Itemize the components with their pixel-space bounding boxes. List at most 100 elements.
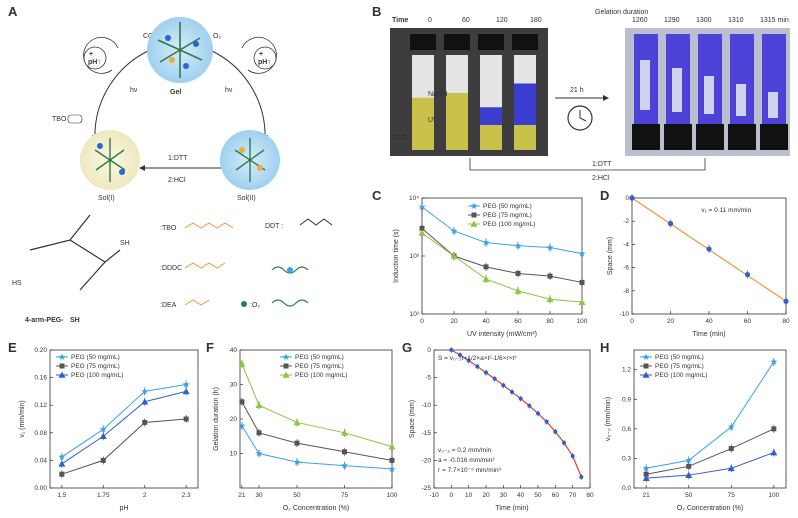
data-point (536, 411, 540, 416)
data-point (418, 203, 426, 210)
y-tick-label: 30 (230, 382, 238, 389)
series (238, 421, 396, 474)
data-point (483, 264, 489, 270)
data-point (475, 364, 480, 369)
vial-liquid (446, 93, 468, 150)
data-point (388, 443, 396, 450)
data-point (727, 423, 735, 430)
ph-right-badge (253, 46, 277, 70)
x-tick-label: 0 (450, 492, 454, 499)
data-point (341, 429, 348, 436)
peg-sh-left: HS (12, 280, 22, 287)
legend-entry: PEG (75 mg/mL) (483, 212, 532, 219)
series (642, 357, 778, 473)
x-tick-label: 100 (387, 492, 398, 499)
peg-label-suffix: SH (70, 317, 80, 324)
data-point (419, 225, 425, 231)
data-point (283, 363, 289, 369)
data-point (727, 464, 735, 472)
data-point (255, 401, 263, 408)
x-tick-label: 50 (293, 492, 301, 499)
cycle-arrow-right (209, 49, 269, 141)
y-axis-label: Space (mm) (607, 237, 614, 275)
x-tick-label: 1.5 (57, 492, 66, 499)
legend-entry: PEG (100 mg/mL) (71, 372, 123, 379)
x-axis-label: UV intensity (mW/cm²) (467, 331, 537, 338)
legend-entry: PEG (100 mg/mL) (655, 372, 707, 379)
data-point (744, 271, 751, 278)
data-point (546, 295, 554, 302)
legend-dddc: :DDDC (160, 265, 182, 272)
x-axis-label: O₂ Concentration (%) (677, 505, 744, 512)
x-tick-label: 75 (341, 492, 349, 499)
data-point (771, 426, 777, 432)
data-point (239, 399, 245, 405)
param-0: v₀₋₂ = 0.2 mm/min (438, 447, 492, 454)
data-point (642, 474, 650, 481)
data-point (182, 387, 190, 395)
data-point (514, 287, 522, 294)
x-tick-label: 2.3 (182, 492, 191, 499)
data-point (142, 419, 148, 425)
y-tick-label: 0.00 (34, 485, 47, 492)
data-point (449, 348, 454, 352)
data-point (515, 270, 521, 276)
x-tick-label: -10 (429, 492, 439, 499)
y-tick-label: 0.12 (34, 402, 47, 409)
annotation: v₁ = 0.11 mm/min (701, 207, 751, 214)
data-point (629, 195, 635, 201)
data-point (141, 398, 149, 405)
y-axis-label: Gelation duration (h) (213, 387, 220, 451)
cycle-arrow-left (91, 49, 151, 141)
time-120: 120 (496, 17, 508, 24)
time2-4: 1315 min (760, 17, 789, 24)
y-tick-label: 0 (625, 195, 629, 202)
x-tick-label: 21 (238, 492, 246, 499)
time2-2: 1300 (696, 17, 712, 24)
data-point (770, 449, 778, 456)
data-point (501, 383, 506, 388)
y-tick-label: 10 (230, 451, 238, 458)
data-point (728, 446, 734, 452)
vial-cap (512, 34, 538, 50)
series-line (241, 401, 393, 461)
y-tick-label: 10⁴ (409, 195, 419, 202)
y-tick-label: -20 (422, 457, 432, 464)
data-point (255, 449, 263, 457)
y-tick-label: 0 (427, 347, 431, 354)
plot-frame (49, 349, 199, 489)
y-tick-label: 10² (410, 311, 420, 318)
y-tick-label: 1.2 (622, 367, 631, 374)
x-tick-label: 80 (782, 318, 790, 325)
data-point (470, 202, 478, 209)
data-point (685, 471, 693, 478)
vial-cap (410, 34, 436, 50)
hcl-label: 2:HCl (168, 177, 186, 184)
y-tick-label: 0.3 (622, 455, 631, 462)
y-tick-label: 0.6 (622, 426, 631, 433)
y-tick-label: 40 (230, 347, 238, 354)
legend-entry: PEG (100 mg/mL) (295, 372, 347, 379)
y-tick-label: -8 (623, 288, 629, 295)
panel-letter-c: C (372, 188, 382, 203)
data-point (642, 371, 650, 378)
legend-entry: PEG (75 mg/mL) (655, 363, 704, 370)
series-line (421, 206, 583, 255)
co2-label: CO₂ (143, 33, 157, 40)
panel-letter-b: B (372, 4, 382, 19)
data-point (450, 252, 458, 259)
dtt-structure (299, 218, 333, 226)
ph-left-badge (83, 46, 107, 70)
data-point (518, 396, 523, 401)
panel-a-schematic: CO₂ O₂ hν hν + pH↑ + pH↑ Gel Sol(I) Sol(… (12, 17, 333, 324)
data-point (578, 298, 586, 305)
o2-dot (241, 301, 247, 307)
legend-entry: PEG (100 mg/mL) (483, 221, 535, 228)
y-tick-label: -10 (620, 311, 630, 318)
gel-label: Gel (170, 89, 181, 96)
y-axis-label: v₀₋₂ (mm/min) (605, 397, 612, 441)
data-point (256, 430, 262, 436)
data-point (471, 212, 477, 218)
b-dtt-label: 1:DTT (592, 161, 612, 168)
naoh-label: NaOH (428, 91, 447, 98)
